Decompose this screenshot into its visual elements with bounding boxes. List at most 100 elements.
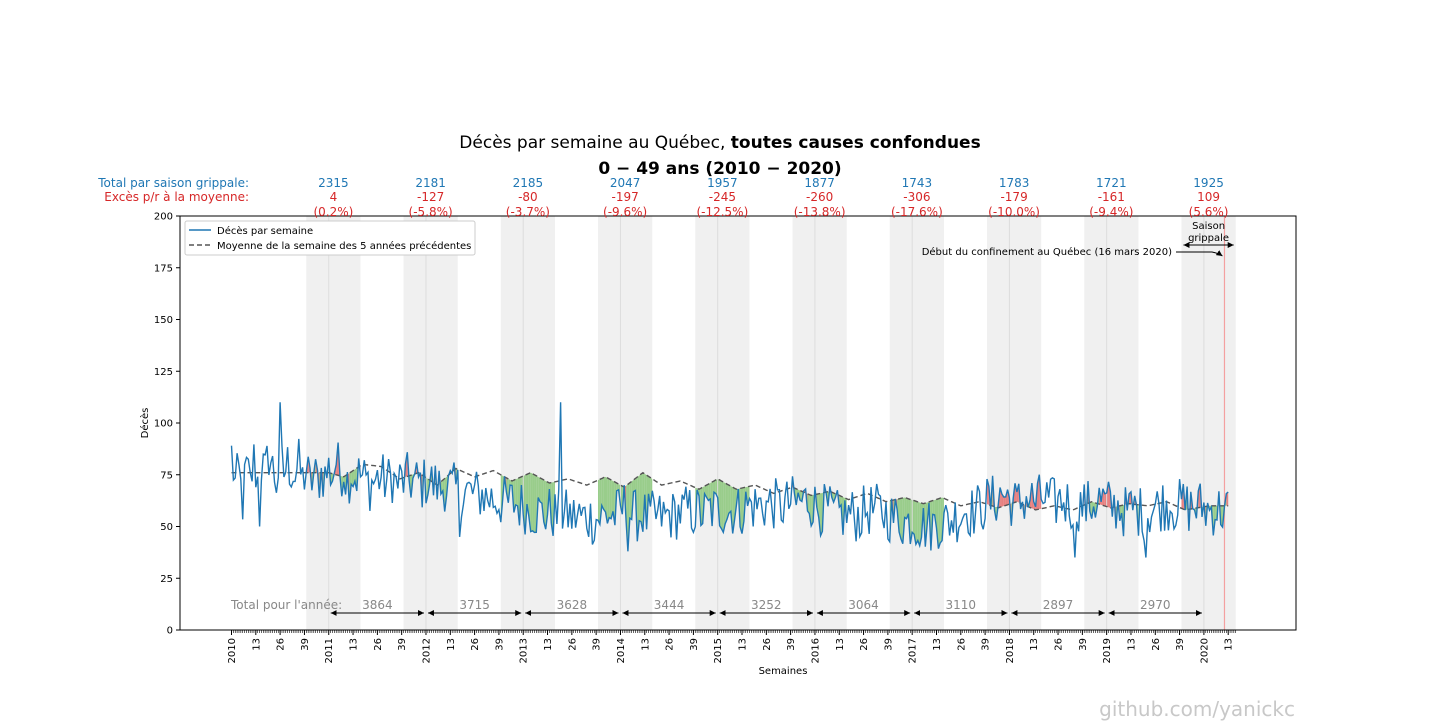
x-tick-label: 2019: [1102, 638, 1113, 663]
series-line-weekly: [230, 402, 1229, 558]
x-tick-label: 39: [397, 638, 408, 651]
lockdown-annotation-arrow: [1176, 250, 1223, 257]
x-tick-label: 26: [1151, 638, 1162, 651]
excess-fill-segment: [809, 494, 812, 526]
season-excess-pct-8: (-9.4%): [1089, 205, 1133, 219]
excess-fill-segment: [1226, 491, 1229, 506]
season-excess-2: -80: [518, 190, 538, 204]
chart-title-bold: toutes causes confondues: [730, 133, 981, 153]
excess-fill-segment: [713, 479, 716, 494]
x-tick-label: 39: [1078, 638, 1089, 651]
x-tick-label: 13: [640, 638, 651, 651]
x-tick-label: 39: [786, 638, 797, 651]
excess-fill-segment: [603, 476, 606, 513]
x-tick-label: 13: [835, 638, 846, 651]
excess-fill-segment: [629, 481, 632, 520]
excess-fill-segment: [1108, 481, 1111, 508]
x-tick-label: 13: [738, 638, 749, 651]
excess-fill-segment: [598, 479, 600, 525]
excess-fill-segment: [616, 483, 619, 491]
x-tick-label: 26: [470, 638, 481, 651]
flu-season-shade-2: [500, 216, 556, 630]
season-excess-5: -260: [806, 190, 833, 204]
x-tick-label: 26: [762, 638, 773, 651]
season-excess-3: -197: [612, 190, 639, 204]
season-excess-pct-2: (-3.7%): [506, 205, 550, 219]
row-label-total: Total par saison grippale:: [97, 176, 249, 190]
x-tick-label: 13: [446, 638, 457, 651]
y-tick-label: 75: [160, 470, 173, 481]
chart-subtitle: 0 − 49 ans (2010 − 2020): [598, 159, 842, 179]
excess-fill-segment: [351, 470, 354, 487]
season-excess-pct-0: (0.2%): [313, 205, 353, 219]
x-tick-label: 13: [1126, 638, 1137, 651]
row-label-excess: Excès p/r à la moyenne:: [104, 190, 249, 204]
excess-fill-segment: [915, 501, 918, 545]
lockdown-annotation: Début du confinement au Québec (16 mars …: [922, 246, 1172, 258]
year-total-2: 3628: [557, 598, 588, 612]
x-tick-label: 39: [300, 638, 311, 651]
season-total-0: 2315: [318, 176, 349, 190]
year-total-0: 3864: [362, 598, 393, 612]
x-tick-label: 2020: [1199, 638, 1210, 663]
excess-fill-segment: [839, 495, 842, 508]
x-tick-label: 13: [543, 638, 554, 651]
watermark: github.com/yanickc: [1099, 697, 1295, 721]
x-tick-label: 2018: [1005, 638, 1016, 663]
x-tick-label: 13: [1029, 638, 1040, 651]
season-excess-pct-1: (-5.8%): [409, 205, 453, 219]
x-tick-label: 13: [1224, 638, 1235, 651]
x-tick-label: 2011: [324, 638, 335, 663]
x-tick-label: 39: [592, 638, 603, 651]
flu-season-shade-6: [889, 216, 944, 630]
season-excess-pct-6: (-17.6%): [891, 205, 943, 219]
excess-fill-segment: [601, 477, 604, 510]
season-total-2: 2185: [513, 176, 544, 190]
legend-label-weekly: Décès par semaine: [217, 225, 313, 237]
season-total-8: 1721: [1096, 176, 1127, 190]
flu-season-shade-4: [695, 216, 750, 630]
flu-season-shade-1: [403, 216, 458, 630]
excess-fill-segment: [900, 497, 903, 544]
flu-season-note-line2: grippale: [1188, 233, 1229, 244]
season-excess-pct-5: (-13.8%): [794, 205, 846, 219]
x-tick-label: 39: [1175, 638, 1186, 651]
excess-fill-segment: [538, 476, 541, 502]
excess-fill-segment: [706, 484, 709, 501]
y-tick-label: 175: [154, 263, 173, 274]
excess-fill-segment: [917, 501, 920, 546]
season-excess-6: -306: [903, 190, 930, 204]
season-excess-pct-3: (-9.6%): [603, 205, 647, 219]
x-tick-label: 39: [883, 638, 894, 651]
flu-season-shade-5: [792, 216, 847, 630]
excess-fill-segment: [721, 480, 724, 533]
excess-fill-segment: [938, 498, 941, 549]
flu-season-shade-3: [598, 216, 653, 630]
season-excess-4: -245: [709, 190, 736, 204]
season-total-7: 1783: [999, 176, 1030, 190]
season-total-3: 2047: [610, 176, 641, 190]
excess-fill-segment: [747, 486, 750, 506]
chart-title: Décès par semaine au Québec, toutes caus…: [0, 133, 1440, 153]
excess-fill-segment: [515, 478, 518, 506]
flu-season-shade-9: [1181, 216, 1236, 630]
season-excess-8: -161: [1098, 190, 1125, 204]
x-tick-label: 2015: [713, 638, 724, 663]
season-total-6: 1743: [902, 176, 933, 190]
excess-fill-segment: [543, 479, 546, 530]
year-total-3: 3444: [654, 598, 685, 612]
flu-season-shade-0: [306, 216, 361, 630]
year-totals-label: Total pour l'année:: [230, 598, 342, 612]
excess-fill-segment: [530, 472, 533, 532]
legend: Décès par semaine Moyenne de la semaine d…: [184, 220, 476, 256]
y-tick-label: 100: [154, 419, 173, 430]
excess-fill-segment: [633, 478, 636, 492]
excess-fill-segment: [700, 487, 703, 526]
legend-label-mean: Moyenne de la semaine des 5 années précé…: [217, 240, 471, 252]
excess-fill-segment: [641, 472, 643, 532]
x-tick-label: 39: [981, 638, 992, 651]
season-excess-pct-4: (-12.5%): [696, 205, 748, 219]
season-total-9: 1925: [1193, 176, 1224, 190]
x-tick-label: 26: [859, 638, 870, 651]
